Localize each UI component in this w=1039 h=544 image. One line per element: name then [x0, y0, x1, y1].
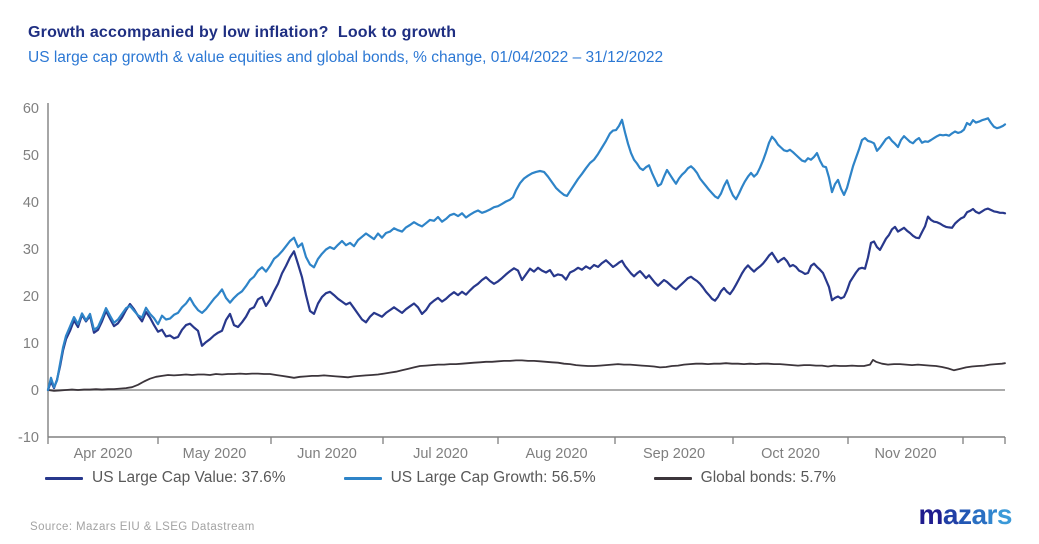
mazars-logo: mazars: [918, 499, 1012, 530]
legend-swatch-bonds: [653, 476, 692, 480]
svg-text:60: 60: [23, 101, 39, 117]
svg-text:Nov 2020: Nov 2020: [874, 446, 936, 462]
svg-text:Jun 2020: Jun 2020: [297, 446, 357, 462]
legend-label-value: US Large Cap Value: 37.6%: [92, 469, 286, 486]
svg-text:20: 20: [23, 289, 39, 305]
svg-text:0: 0: [31, 383, 39, 399]
svg-text:Oct 2020: Oct 2020: [761, 446, 820, 462]
svg-text:50: 50: [23, 148, 39, 164]
svg-text:Apr 2020: Apr 2020: [74, 446, 133, 462]
legend-swatch-value: [45, 476, 83, 480]
chart-legend: US Large Cap Value: 37.6% US Large Cap G…: [45, 469, 894, 487]
svg-text:Sep 2020: Sep 2020: [643, 446, 705, 462]
legend-label-growth: US Large Cap Growth: 56.5%: [390, 469, 596, 486]
svg-text:-10: -10: [18, 430, 39, 446]
legend-swatch-growth: [343, 476, 382, 480]
header: Growth accompanied by low inflation? Loo…: [28, 24, 663, 67]
legend-item-value: US Large Cap Value: 37.6%: [45, 469, 286, 487]
svg-text:40: 40: [23, 195, 39, 211]
svg-text:10: 10: [23, 336, 39, 352]
legend-item-growth: US Large Cap Growth: 56.5%: [343, 469, 596, 487]
source-text: Source: Mazars EIU & LSEG Datastream: [30, 521, 255, 533]
svg-text:30: 30: [23, 242, 39, 258]
page-title: Growth accompanied by low inflation? Loo…: [28, 24, 457, 41]
legend-label-bonds: Global bonds: 5.7%: [700, 469, 836, 486]
legend-item-bonds: Global bonds: 5.7%: [653, 469, 836, 487]
svg-text:Aug 2020: Aug 2020: [525, 446, 587, 462]
svg-text:Jul 2020: Jul 2020: [413, 446, 468, 462]
svg-text:May 2020: May 2020: [183, 446, 247, 462]
page-subtitle: US large cap growth & value equities and…: [28, 49, 664, 66]
